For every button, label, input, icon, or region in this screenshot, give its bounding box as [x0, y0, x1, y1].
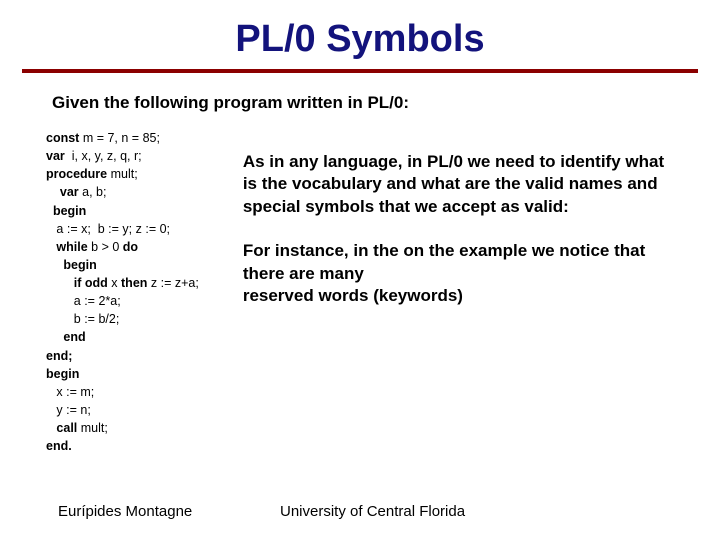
kw-if-odd: if odd	[74, 276, 108, 290]
code-text: a := 2*a;	[46, 294, 121, 308]
explanation-column: As in any language, in PL/0 we need to i…	[243, 129, 674, 455]
intro-text: Given the following program written in P…	[52, 93, 668, 113]
code-text: a, b;	[79, 185, 107, 199]
code-text: b > 0	[88, 240, 123, 254]
slide-title: PL/0 Symbols	[0, 0, 720, 61]
code-text: m = 7, n = 85;	[79, 131, 160, 145]
kw-procedure: procedure	[46, 167, 107, 181]
kw-var: var	[60, 185, 79, 199]
kw-begin: begin	[63, 258, 96, 272]
kw-end: end	[63, 330, 85, 344]
code-text: x	[108, 276, 121, 290]
code-text	[46, 276, 74, 290]
code-text: a := x; b := y; z := 0;	[46, 222, 170, 236]
kw-then: then	[121, 276, 147, 290]
code-text	[46, 330, 63, 344]
kw-end: end.	[46, 439, 72, 453]
footer-affiliation: University of Central Florida	[280, 503, 465, 520]
code-text	[46, 258, 63, 272]
kw-begin: begin	[46, 367, 79, 381]
kw-var: var	[46, 149, 65, 163]
code-block: const m = 7, n = 85; var i, x, y, z, q, …	[46, 129, 199, 455]
kw-const: const	[46, 131, 79, 145]
kw-while: while	[56, 240, 87, 254]
paragraph-1: As in any language, in PL/0 we need to i…	[243, 151, 674, 218]
footer: Eurípides Montagne University of Central…	[0, 503, 720, 520]
title-rule	[22, 69, 698, 73]
kw-end: end;	[46, 349, 72, 363]
code-text	[46, 185, 60, 199]
content-row: const m = 7, n = 85; var i, x, y, z, q, …	[46, 129, 674, 455]
code-text: y := n;	[46, 403, 91, 417]
para2-text: For instance, in the on the example we n…	[243, 241, 645, 282]
code-text	[46, 204, 53, 218]
para2-keywords: reserved words (keywords)	[243, 286, 463, 305]
kw-call: call	[56, 421, 77, 435]
code-text: z := z+a;	[147, 276, 198, 290]
code-text: i, x, y, z, q, r;	[65, 149, 142, 163]
code-text: b := b/2;	[46, 312, 119, 326]
code-text: x := m;	[46, 385, 94, 399]
paragraph-2: For instance, in the on the example we n…	[243, 240, 674, 307]
code-text: mult;	[77, 421, 108, 435]
code-text	[46, 421, 56, 435]
code-text	[46, 240, 56, 254]
code-text: mult;	[107, 167, 138, 181]
kw-do: do	[123, 240, 138, 254]
footer-author: Eurípides Montagne	[58, 503, 192, 520]
kw-begin: begin	[53, 204, 86, 218]
